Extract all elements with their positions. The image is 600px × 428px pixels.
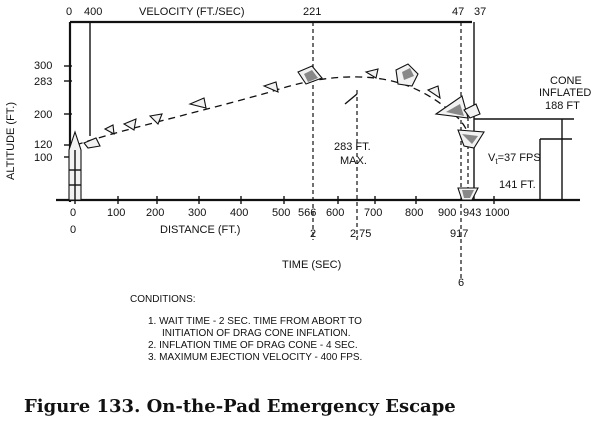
distance-tick-100: 100	[107, 207, 125, 219]
altitude-tick-200: 200	[34, 109, 52, 121]
distance-tick-200: 200	[146, 207, 164, 219]
condition-2: 2. INFLATION TIME OF DRAG CONE - 4 SEC.	[148, 340, 358, 351]
launch-vehicle-icon	[68, 130, 82, 201]
velocity-tick-47: 47	[452, 6, 464, 18]
figure-caption: Figure 133. On-the-Pad Emergency Escape	[24, 396, 456, 417]
altitude-axis-label: ALTITUDE (FT.)	[5, 102, 17, 180]
max-altitude-value: 283 FT.	[334, 141, 371, 153]
distance-tick-600: 600	[326, 207, 344, 219]
max-altitude-pointer	[344, 93, 358, 105]
condition-1: 1. WAIT TIME - 2 SEC. TIME FROM ABORT TO	[148, 316, 362, 327]
distance-tick-1000: 1000	[485, 207, 509, 219]
cone-inflated-label-2: INFLATED	[539, 87, 591, 99]
altitude-tick-283: 283	[34, 76, 52, 88]
distance-tick-500: 500	[272, 207, 290, 219]
time-tick-917: 917	[450, 228, 468, 240]
time-axis-label: TIME (SEC)	[282, 259, 341, 271]
condition-3: 3. MAXIMUM EJECTION VELOCITY - 400 FPS.	[148, 352, 362, 363]
velocity-tick-400: 400	[84, 6, 102, 18]
distance-tick-700: 700	[364, 207, 382, 219]
distance-axis-label: DISTANCE (FT.)	[160, 224, 240, 236]
altitude-tick-100: 100	[34, 152, 52, 164]
time-tick-0: 0	[70, 224, 76, 236]
distance-tick-566: 566	[298, 207, 316, 219]
velocity-axis-label: VELOCITY (FT./SEC)	[139, 6, 245, 18]
distance-tick-943: 943	[463, 207, 481, 219]
distance-tick-900: 900	[438, 207, 456, 219]
velocity-tick-0: 0	[66, 6, 72, 18]
capsule-position-icons	[83, 63, 485, 201]
velocity-tick-37: 37	[474, 6, 486, 18]
conditions-title: CONDITIONS:	[130, 294, 196, 305]
cone-inflated-label-1: CONE	[550, 75, 582, 87]
altitude-tick-300: 300	[34, 60, 52, 72]
distance-tick-300: 300	[188, 207, 206, 219]
altitude-tick-120: 120	[34, 139, 52, 151]
distance-tick-0: 0	[70, 207, 76, 219]
cone-inflated-value: 188 FT	[545, 100, 580, 112]
distance-tick-400: 400	[230, 207, 248, 219]
time-tick-2-75: 2.75	[350, 228, 371, 240]
distance-tickmarks	[74, 196, 495, 204]
max-altitude-label: MAX.	[340, 155, 367, 167]
terminal-velocity-symbol: Vt=37 FPS	[488, 152, 541, 166]
velocity-tick-221: 221	[303, 6, 321, 18]
descent-141-label: 141 FT.	[499, 179, 536, 191]
condition-1-cont: INITIATION OF DRAG CONE INFLATION.	[162, 328, 351, 339]
distance-tick-800: 800	[405, 207, 423, 219]
time-tick-6: 6	[458, 277, 464, 289]
